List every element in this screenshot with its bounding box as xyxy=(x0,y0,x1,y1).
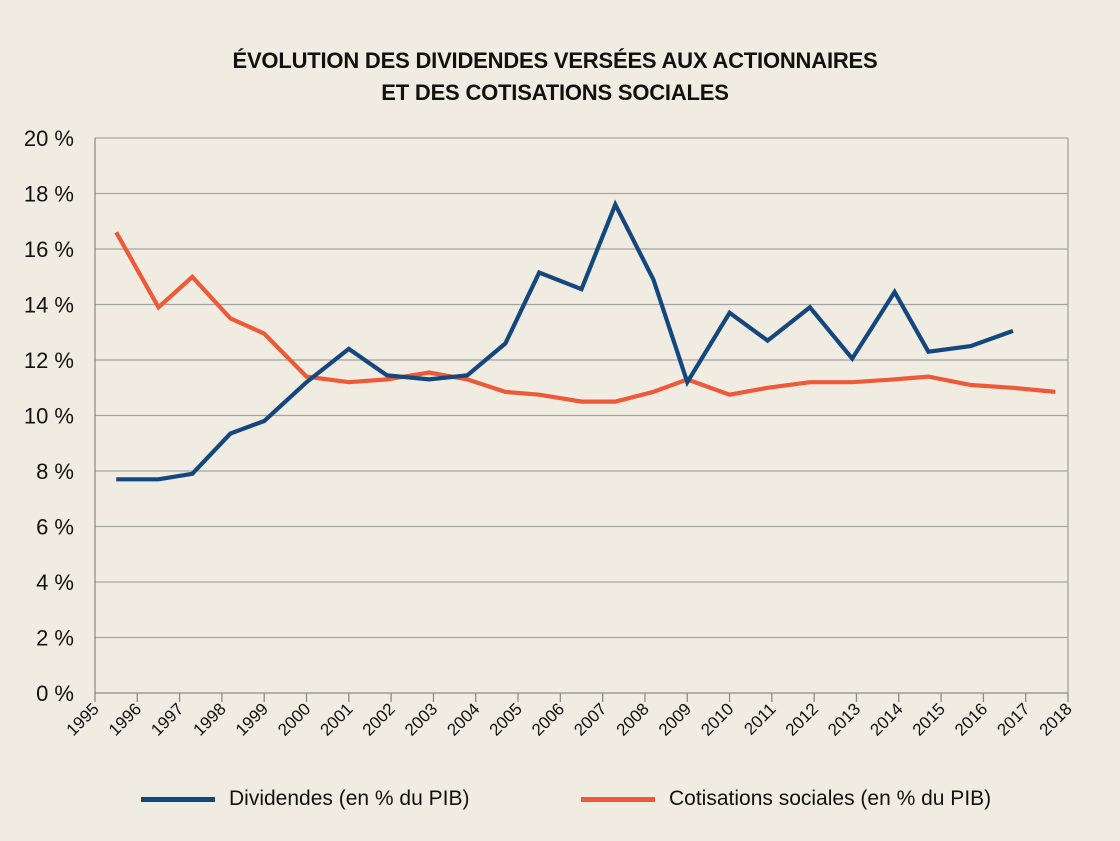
y-tick-label: 16 % xyxy=(24,237,74,262)
x-tick-label: 2009 xyxy=(655,699,695,739)
x-tick-label: 2008 xyxy=(613,699,653,739)
x-tick-label: 1997 xyxy=(147,699,187,739)
x-tick-label: 2011 xyxy=(740,699,779,738)
y-tick-label: 20 % xyxy=(24,126,74,151)
y-tick-label: 0 % xyxy=(36,681,74,706)
x-tick-label: 2017 xyxy=(993,699,1033,739)
series-layer xyxy=(114,199,1056,482)
x-tick-label: 2007 xyxy=(570,699,610,739)
x-tick-label: 2004 xyxy=(443,699,483,739)
y-tick-label: 6 % xyxy=(36,515,74,540)
x-tick-label: 2010 xyxy=(697,699,737,739)
y-tick-label: 12 % xyxy=(24,348,74,373)
y-tick-label: 18 % xyxy=(24,182,74,207)
legend-item-cotisations: Cotisations sociales (en % du PIB) xyxy=(581,781,991,817)
axis-layer xyxy=(94,138,1069,702)
y-tick-label: 8 % xyxy=(36,459,74,484)
x-tick-label: 2013 xyxy=(824,699,864,739)
x-tick-label: 1999 xyxy=(232,699,272,739)
x-tick-label: 2003 xyxy=(401,699,441,739)
x-tick-label: 2015 xyxy=(909,699,949,739)
x-tick-label: 2000 xyxy=(274,699,314,739)
chart-title-line-1: ÉVOLUTION DES DIVIDENDES VERSÉES AUX ACT… xyxy=(232,48,878,73)
x-tick-label: 1998 xyxy=(190,699,230,739)
y-tick-labels: 0 % 2 % 4 % 6 % 8 % 10 % 12 % 14 % 16 % 18 % 20 % xyxy=(24,126,74,706)
grid-layer xyxy=(95,137,1069,693)
chart-legend: Dividendes (en % du PIB) Cotisations soc… xyxy=(0,781,1120,817)
series-line-cotisations xyxy=(114,231,1056,404)
x-tick-label: 2001 xyxy=(316,699,356,739)
legend-label-cotisations: Cotisations sociales (en % du PIB) xyxy=(669,787,992,810)
legend-swatch-cotisations xyxy=(581,796,655,802)
x-tick-label: 2005 xyxy=(486,699,526,739)
x-tick-label: 2006 xyxy=(528,699,568,739)
chart-title: ÉVOLUTION DES DIVIDENDES VERSÉES AUX ACT… xyxy=(0,45,1110,109)
legend-label-dividendes: Dividendes (en % du PIB) xyxy=(229,787,470,810)
x-tick-label: 2012 xyxy=(782,699,822,739)
series-line-dividendes xyxy=(116,199,1014,482)
y-tick-label: 14 % xyxy=(24,293,74,318)
x-tick-label: 1996 xyxy=(105,699,145,739)
y-tick-label: 10 % xyxy=(24,404,74,429)
legend-item-dividendes: Dividendes (en % du PIB) xyxy=(141,781,469,817)
x-tick-labels: 1995 1996 1997 1998 1999 2000 2001 2002 2003 2004… xyxy=(63,699,1076,739)
legend-swatch-dividendes xyxy=(141,796,215,802)
chart-title-line-2: ET DES COTISATIONS SOCIALES xyxy=(381,80,729,105)
x-tick-label: 2018 xyxy=(1036,699,1076,739)
y-tick-label: 2 % xyxy=(36,626,74,651)
x-tick-label: 2014 xyxy=(866,699,906,739)
x-tick-label: 2016 xyxy=(951,699,991,739)
y-tick-label: 4 % xyxy=(36,570,74,595)
x-tick-label: 2002 xyxy=(359,699,399,739)
